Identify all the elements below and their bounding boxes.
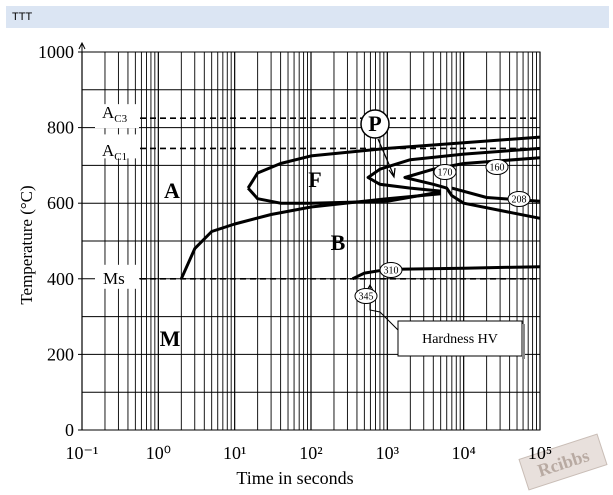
p-circle (360, 109, 390, 139)
x-tick-label: 10¹ (223, 443, 246, 463)
x-tick-label: 10⁴ (452, 443, 476, 463)
x-tick-label: 10⁻¹ (66, 443, 99, 463)
hardness-value: 310 (384, 266, 399, 277)
y-tick-label: 400 (47, 269, 74, 289)
hardness-circle (507, 191, 531, 207)
reference-label-sub: C3 (114, 113, 127, 125)
watermark-box (518, 433, 608, 491)
y-axis-title: Temperature (°C) (17, 185, 36, 304)
curve (403, 156, 541, 220)
reference-label-main: A (102, 141, 115, 160)
y-tick-label: 200 (47, 344, 74, 364)
reference-label-sub: C1 (114, 151, 127, 163)
curve (246, 187, 441, 205)
y-tick-label: 600 (47, 193, 74, 213)
hardness-value: 345 (359, 292, 374, 303)
header-bar: TTT (6, 6, 609, 28)
y-tick-label: 800 (47, 118, 74, 138)
header-title: TTT (12, 11, 33, 23)
region-label: F (308, 167, 321, 192)
reference-label: AC1 (102, 141, 127, 163)
curve (246, 135, 541, 189)
x-tick-label: 10² (299, 443, 322, 463)
hardness-value: 208 (512, 195, 527, 206)
hardness-circle (433, 164, 457, 180)
region-label: M (160, 326, 181, 351)
curve (179, 192, 441, 280)
x-axis-title: Time in seconds (236, 468, 353, 488)
ref-label-bg (95, 104, 139, 129)
region-label: P (368, 111, 381, 136)
hardness-box-shadow (522, 324, 525, 359)
y-tick-label: 1000 (38, 42, 74, 62)
hardness-circle (354, 288, 378, 304)
hardness-value: 170 (438, 168, 453, 179)
curve (366, 146, 541, 193)
hardness-circle (379, 262, 403, 278)
x-tick-label: 10⁰ (146, 443, 171, 463)
region-label: A (164, 178, 180, 203)
reference-label: AC3 (102, 103, 128, 125)
hardness-value: 160 (490, 163, 505, 174)
hardness-box-label: Hardness HV (422, 332, 498, 347)
p-arrow (377, 138, 396, 179)
hardness-circle (485, 159, 509, 175)
reference-label-main: Ms (103, 269, 125, 288)
reference-label: Ms (103, 269, 125, 288)
ref-label-bg (95, 134, 139, 159)
reference-label-main: A (102, 103, 115, 122)
x-tick-label: 10³ (376, 443, 400, 463)
x-tick-label: 10⁵ (528, 443, 552, 463)
y-tick-label: 0 (65, 420, 74, 440)
y-axis-arrow (78, 41, 86, 52)
region-label: B (331, 230, 346, 255)
ref-label-bg (95, 264, 139, 289)
